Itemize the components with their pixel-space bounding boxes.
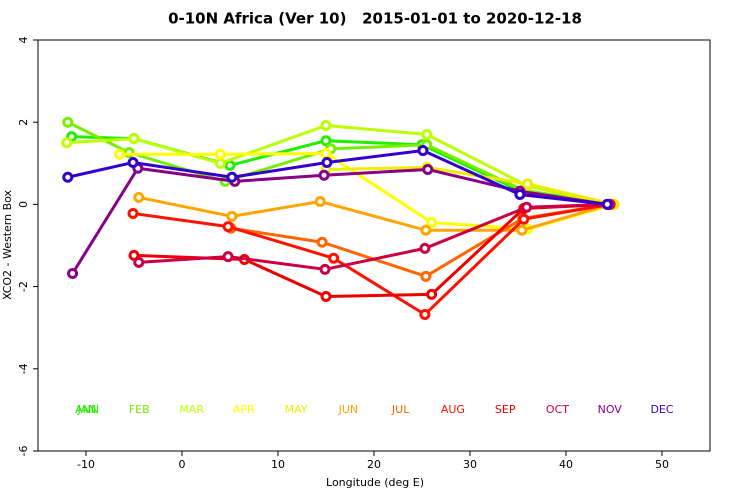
- point: [521, 201, 533, 213]
- series-line: [138, 202, 610, 271]
- y-tick-label: -6: [17, 446, 30, 457]
- x-tick-label: 0: [179, 458, 186, 471]
- point: [314, 196, 326, 208]
- point: [421, 129, 433, 141]
- point: [114, 148, 126, 160]
- chart-title: 0-10N Africa (Ver 10) 2015-01-01 to 2020…: [168, 10, 582, 28]
- point: [127, 207, 139, 219]
- y-tick-label: -2: [17, 281, 30, 292]
- point: [222, 251, 234, 263]
- x-tick-label: 30: [463, 458, 477, 471]
- point: [601, 198, 613, 210]
- point: [318, 169, 330, 181]
- legend-label: DEC: [650, 403, 673, 416]
- legend-label: NOV: [598, 403, 623, 416]
- point: [426, 216, 438, 228]
- series-line: [132, 202, 611, 317]
- point: [214, 157, 226, 169]
- point: [127, 156, 139, 168]
- point: [133, 256, 145, 268]
- point: [133, 191, 145, 203]
- point: [128, 133, 140, 145]
- point: [62, 171, 74, 183]
- x-tick-label: 10: [271, 458, 285, 471]
- y-tick-label: 2: [17, 119, 30, 126]
- point: [417, 145, 429, 157]
- point: [321, 156, 333, 168]
- legend-label: MAR: [179, 403, 204, 416]
- point: [61, 137, 73, 149]
- point: [226, 171, 238, 183]
- point: [420, 270, 432, 282]
- plot-frame: [37, 39, 711, 452]
- point: [224, 159, 236, 171]
- legend-label: ANN: [75, 403, 99, 416]
- point: [420, 224, 432, 236]
- legend-label: OCT: [546, 403, 569, 416]
- legend-label: JUL: [391, 403, 410, 416]
- point: [426, 288, 438, 300]
- point: [128, 249, 140, 261]
- point: [319, 263, 331, 275]
- y-tick-label: 4: [17, 37, 30, 44]
- point: [516, 224, 528, 236]
- legend-label: FEB: [129, 403, 150, 416]
- point: [222, 221, 234, 233]
- legend-label: AUG: [441, 403, 465, 416]
- legend-label: APR: [233, 403, 255, 416]
- point: [226, 210, 238, 222]
- point: [328, 252, 340, 264]
- point: [419, 242, 431, 254]
- legend-label: JUN: [338, 403, 359, 416]
- point: [320, 119, 332, 131]
- point: [518, 213, 530, 225]
- point: [320, 147, 332, 159]
- legend-label: MAY: [285, 403, 308, 416]
- x-tick-label: 50: [655, 458, 669, 471]
- x-axis-label: Longitude (deg E): [326, 476, 424, 489]
- series-line: [138, 195, 611, 232]
- y-tick-label: -4: [17, 363, 30, 374]
- point: [67, 267, 79, 279]
- y-tick-label: 0: [17, 201, 30, 208]
- x-tick-label: 20: [367, 458, 381, 471]
- point: [320, 290, 332, 302]
- point: [514, 189, 526, 201]
- point: [422, 163, 434, 175]
- point: [419, 309, 431, 321]
- x-tick-label: 40: [559, 458, 573, 471]
- legend-label: SEP: [495, 403, 516, 416]
- point: [316, 236, 328, 248]
- y-axis-label: XCO2 - Western Box: [1, 189, 14, 300]
- point: [62, 116, 74, 128]
- point: [214, 148, 226, 160]
- x-tick-label: -10: [77, 458, 95, 471]
- point: [522, 178, 534, 190]
- point: [320, 135, 332, 147]
- legend-label: JAN: [77, 403, 97, 416]
